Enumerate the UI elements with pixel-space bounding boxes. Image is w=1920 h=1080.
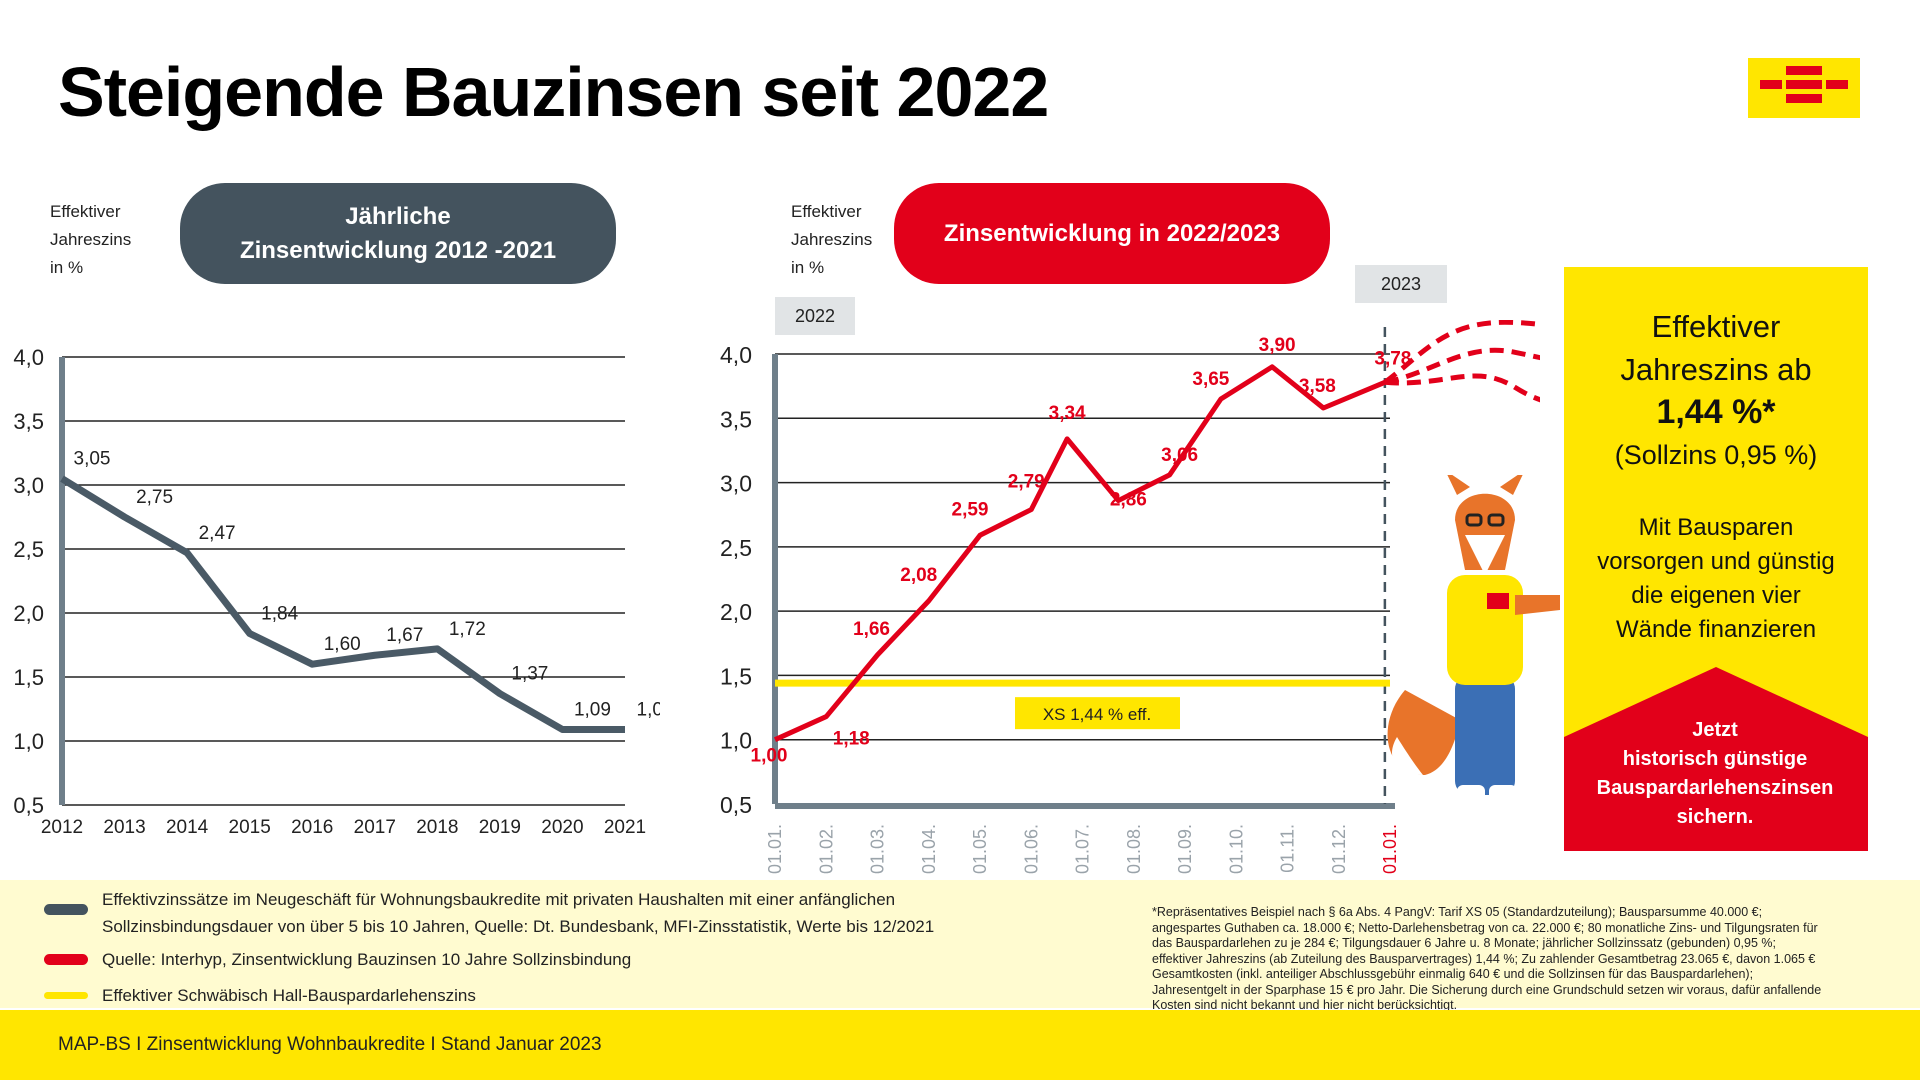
legend-item-interhyp: Quelle: Interhyp, Zinsentwicklung Bauzin… bbox=[102, 950, 632, 969]
data-label: 1,60 bbox=[324, 634, 361, 655]
data-label: 3,78 bbox=[1374, 348, 1411, 369]
x-tick-label: 2018 bbox=[416, 817, 458, 838]
x-tick-label: 01.11. bbox=[1278, 824, 1298, 873]
x-tick-label: 01.10. bbox=[1226, 824, 1246, 874]
data-label: 2,86 bbox=[1110, 490, 1147, 511]
left-line-chart: 0,5 1,0 1,5 2,0 2,5 3,0 3,5 4,0 2012 2013 2014 201… bbox=[13, 345, 660, 838]
y-tick-label: 2,5 bbox=[720, 535, 752, 561]
data-label: 1,09 bbox=[574, 699, 611, 720]
y-tick-label: 4,0 bbox=[13, 345, 44, 370]
data-label: 1,66 bbox=[853, 619, 890, 640]
year-box-2022: 2022 bbox=[775, 297, 855, 335]
legend-swatch-bundesbank bbox=[44, 904, 88, 915]
reference-label-box bbox=[1015, 697, 1180, 730]
brand-logo bbox=[1748, 58, 1860, 118]
x-tick-label: 01.09. bbox=[1175, 824, 1195, 874]
x-tick-label: 01.01. bbox=[765, 824, 785, 874]
left-chart-title-pill: Jährliche Zinsentwicklung 2012 -2021 bbox=[180, 183, 616, 284]
data-label: 2,08 bbox=[900, 565, 937, 586]
legend-item-bausparen: Effektiver Schwäbisch Hall-Bauspardarleh… bbox=[102, 986, 476, 1005]
series-line-interhyp bbox=[773, 364, 1386, 742]
x-tick-label: 01.07. bbox=[1073, 824, 1093, 874]
promo-headline-text: Effektiver Jahreszins ab bbox=[1620, 309, 1812, 387]
x-tick-label: 2020 bbox=[541, 817, 583, 838]
x-tick-label: 01.06. bbox=[1021, 824, 1041, 874]
data-label: 1,37 bbox=[511, 664, 548, 685]
data-label: 3,06 bbox=[1161, 445, 1198, 466]
data-label: 2,47 bbox=[199, 523, 236, 544]
x-tick-label: 2019 bbox=[479, 817, 521, 838]
data-label: 3,05 bbox=[74, 449, 111, 470]
legend-swatch-interhyp bbox=[44, 954, 88, 965]
forecast-dashed-line bbox=[1384, 347, 1540, 385]
right-y-axis-title: Effektiver Jahreszins in % bbox=[791, 202, 873, 277]
data-label: 2,75 bbox=[136, 487, 173, 508]
y-tick-label: 1,5 bbox=[720, 663, 752, 689]
y-tick-label: 3,0 bbox=[13, 473, 44, 498]
data-label: 2,79 bbox=[1008, 472, 1045, 493]
y-tick-label: 2,5 bbox=[13, 537, 44, 562]
promo-headline: Effektiver Jahreszins ab 1,44 %* (Sollzi… bbox=[1576, 305, 1856, 477]
x-tick-label: 2015 bbox=[229, 817, 271, 838]
legend-swatch-bausparen bbox=[44, 992, 88, 999]
forecast-dashed-line bbox=[1384, 373, 1540, 403]
x-tick-label: 01.01. bbox=[1380, 824, 1400, 874]
data-label: 1,84 bbox=[261, 603, 298, 624]
right-line-chart: XS 1,44 % eff. 0,51,01,52,02,53,03,54,0 … bbox=[720, 320, 1540, 874]
data-label: 2,59 bbox=[952, 499, 989, 520]
data-label: 1,72 bbox=[449, 619, 486, 640]
fox-mascot-illustration bbox=[1387, 475, 1560, 801]
footer-text: MAP-BS I Zinsentwicklung Wohnbaukredite … bbox=[58, 1034, 602, 1055]
data-label: 3,65 bbox=[1192, 369, 1229, 390]
x-tick-label: 01.12. bbox=[1329, 824, 1349, 874]
data-label: 1,00 bbox=[751, 746, 788, 767]
x-tick-label: 2014 bbox=[166, 817, 209, 838]
x-tick-label: 2017 bbox=[354, 817, 396, 838]
series-line-bundesbank bbox=[60, 475, 625, 733]
y-tick-label: 0,5 bbox=[13, 793, 44, 818]
x-tick-label: 01.08. bbox=[1124, 824, 1144, 874]
year-box-2023: 2023 bbox=[1355, 265, 1447, 303]
y-tick-label: 1,0 bbox=[13, 729, 44, 754]
data-label: 1,09 bbox=[637, 699, 660, 720]
legend-area bbox=[0, 880, 1920, 1008]
y-tick-label: 3,0 bbox=[720, 471, 752, 497]
footer-bar bbox=[0, 1010, 1920, 1080]
x-tick-label: 2012 bbox=[41, 817, 83, 838]
y-tick-label: 1,0 bbox=[720, 728, 752, 754]
x-tick-label: 2016 bbox=[291, 817, 333, 838]
data-label: 1,67 bbox=[386, 625, 423, 646]
y-tick-label: 4,0 bbox=[720, 342, 752, 368]
y-tick-label: 0,5 bbox=[720, 792, 752, 818]
data-label: 1,18 bbox=[833, 729, 870, 750]
x-tick-label: 01.02. bbox=[816, 824, 836, 874]
data-label: 3,90 bbox=[1259, 335, 1296, 356]
forecast-dashed-line bbox=[1383, 320, 1540, 385]
page-title: Steigende Bauzinsen seit 2022 bbox=[58, 53, 1049, 131]
promo-body: Mit Bausparen vorsorgen und günstig die … bbox=[1597, 514, 1835, 643]
legend-item-bundesbank: Effektivzinssätze im Neugeschäft für Woh… bbox=[102, 890, 935, 936]
right-chart-title-pill: Zinsentwicklung in 2022/2023 bbox=[894, 183, 1330, 284]
x-tick-label: 2021 bbox=[604, 817, 646, 838]
data-label: 3,58 bbox=[1299, 376, 1336, 397]
x-tick-label: 01.05. bbox=[970, 824, 990, 874]
data-label: 3,34 bbox=[1049, 403, 1086, 424]
reference-label: XS 1,44 % eff. bbox=[1043, 705, 1151, 724]
y-tick-label: 2,0 bbox=[13, 601, 44, 626]
y-tick-label: 3,5 bbox=[720, 406, 752, 432]
left-y-axis-title: Effektiver Jahreszins in % bbox=[50, 202, 132, 277]
y-tick-label: 1,5 bbox=[13, 665, 44, 690]
x-tick-label: 01.03. bbox=[868, 824, 888, 874]
promo-sollzins: (Sollzins 0,95 %) bbox=[1614, 440, 1818, 470]
y-tick-label: 3,5 bbox=[13, 409, 44, 434]
legal-footnote: *Repräsentatives Beispiel nach § 6a Abs.… bbox=[1152, 905, 1822, 1012]
x-tick-label: 2013 bbox=[103, 817, 145, 838]
promo-cta: Jetzt historisch günstige Bauspardarlehe… bbox=[1596, 719, 1834, 828]
promo-rate: 1,44 %* bbox=[1656, 393, 1776, 431]
y-tick-label: 2,0 bbox=[720, 599, 752, 625]
promo-cta-shape bbox=[1564, 667, 1868, 851]
x-tick-label: 01.04. bbox=[919, 824, 939, 874]
